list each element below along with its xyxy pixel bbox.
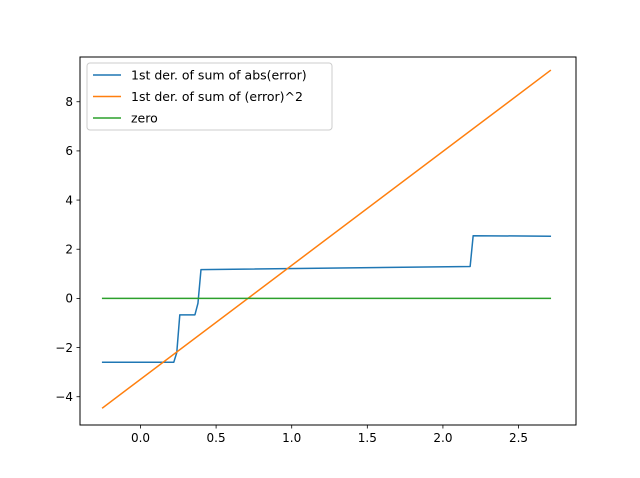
- y-tick-label: −4: [55, 390, 73, 404]
- y-tick-label: 0: [65, 292, 73, 306]
- legend: 1st der. of sum of abs(error) 1st der. of…: [86, 62, 333, 131]
- x-axis: 0.0 0.5 1.0 1.5 2.0 2.5: [131, 425, 528, 445]
- plot-frame: [79, 56, 577, 426]
- x-tick-label: 2.0: [433, 431, 452, 445]
- series-line-0: [101, 234, 552, 364]
- legend-label-2: zero: [131, 111, 158, 126]
- y-axis: −4 −2 0 2 4 6 8: [55, 95, 80, 404]
- y-tick-label: 8: [65, 95, 73, 109]
- y-tick-label: 6: [65, 144, 73, 158]
- x-tick-label: 2.5: [509, 431, 528, 445]
- series-line-1: [101, 69, 552, 409]
- y-tick-label: −2: [55, 341, 73, 355]
- x-tick-label: 1.5: [358, 431, 377, 445]
- series-layer: [101, 69, 552, 409]
- legend-label-1: 1st der. of sum of (error)^2: [131, 89, 303, 104]
- x-tick-label: 0.5: [207, 431, 226, 445]
- legend-box: [86, 62, 333, 131]
- x-tick-label: 1.0: [282, 431, 301, 445]
- y-tick-label: 4: [65, 193, 73, 207]
- legend-label-0: 1st der. of sum of abs(error): [131, 68, 307, 83]
- y-tick-label: 2: [65, 243, 73, 257]
- x-tick-label: 0.0: [131, 431, 150, 445]
